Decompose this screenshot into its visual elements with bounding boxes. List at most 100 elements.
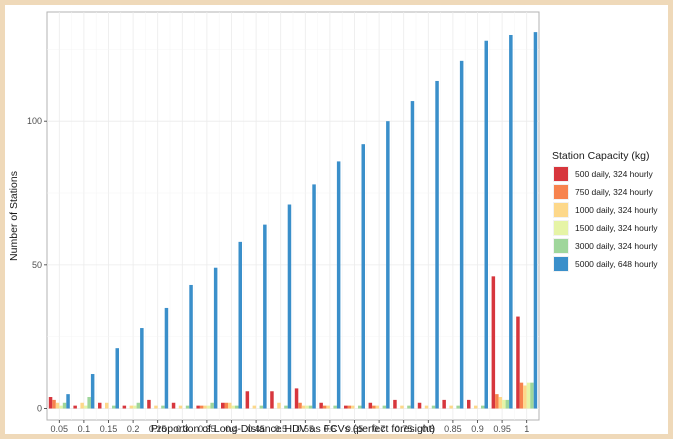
x-axis-ticks: 0.05 0.1 0.15 0.2 0.25 0.3 0.35 0.4 0.45 0.5 0.55 0… bbox=[51, 420, 529, 434]
bar bbox=[213, 267, 218, 409]
bar bbox=[284, 405, 288, 409]
bar bbox=[48, 397, 53, 409]
x-tick-label: 0.4 bbox=[225, 424, 238, 434]
chart-frame: 0 50 100 0.05 0.1 0.15 0.2 0.25 0.3 0.35 0.4 0.45 0… bbox=[5, 5, 668, 434]
bar bbox=[235, 405, 239, 409]
bar bbox=[393, 399, 397, 409]
x-tick-label: 0.9 bbox=[471, 424, 484, 434]
bar bbox=[259, 405, 264, 409]
bar bbox=[136, 402, 141, 409]
bar bbox=[294, 388, 299, 409]
bar bbox=[80, 402, 84, 409]
bar bbox=[147, 399, 151, 409]
bar bbox=[245, 391, 250, 409]
bar bbox=[301, 405, 306, 409]
bar bbox=[287, 204, 292, 409]
x-tick-label: 0.75 bbox=[395, 424, 413, 434]
bar bbox=[98, 402, 102, 409]
bar bbox=[358, 405, 362, 409]
bar bbox=[322, 405, 327, 409]
x-tick-label: 0.85 bbox=[444, 424, 462, 434]
legend: Station Capacity (kg) 500 daily, 324 hou… bbox=[552, 150, 658, 272]
bar bbox=[459, 60, 464, 409]
bar bbox=[178, 405, 183, 409]
bar bbox=[467, 399, 471, 409]
bar bbox=[59, 405, 63, 409]
legend-label: 1500 daily, 324 hourly bbox=[575, 223, 658, 233]
x-tick-label: 0.8 bbox=[422, 424, 435, 434]
bar bbox=[410, 101, 415, 409]
bars bbox=[48, 32, 538, 409]
bar bbox=[533, 32, 538, 409]
legend-label: 3000 daily, 324 hourly bbox=[575, 241, 658, 251]
bar bbox=[308, 405, 313, 409]
legend-swatch bbox=[554, 221, 568, 235]
y-tick-label: 0 bbox=[37, 404, 42, 414]
bar bbox=[449, 405, 453, 409]
x-tick-label: 0.1 bbox=[78, 424, 91, 434]
bar bbox=[90, 374, 95, 409]
legend-label: 1000 daily, 324 hourly bbox=[575, 205, 658, 215]
bar bbox=[456, 405, 460, 409]
bar bbox=[206, 405, 211, 409]
legend-label: 5000 daily, 648 hourly bbox=[575, 259, 658, 269]
bar bbox=[431, 405, 436, 409]
bar bbox=[298, 402, 302, 409]
bar bbox=[277, 402, 281, 409]
x-tick-label: 0.3 bbox=[176, 424, 189, 434]
bar bbox=[424, 405, 429, 409]
bar bbox=[523, 385, 527, 409]
bar bbox=[530, 382, 534, 409]
bar bbox=[87, 397, 91, 409]
bar bbox=[228, 402, 232, 409]
bar bbox=[115, 348, 119, 409]
legend-title: Station Capacity (kg) bbox=[552, 150, 649, 162]
bar bbox=[407, 405, 411, 409]
bar bbox=[491, 276, 496, 409]
bar bbox=[199, 405, 204, 409]
legend-label: 750 daily, 324 hourly bbox=[575, 187, 654, 197]
x-tick-label: 1 bbox=[524, 424, 529, 434]
bar bbox=[221, 402, 225, 409]
bar bbox=[333, 405, 337, 409]
x-axis-title: Proportion of Long-Distance HDV as FCVs … bbox=[151, 423, 435, 434]
bar bbox=[252, 405, 257, 409]
bar bbox=[122, 405, 127, 409]
bar bbox=[372, 405, 376, 409]
bar bbox=[305, 405, 309, 409]
x-tick-label: 0.35 bbox=[198, 424, 216, 434]
bar bbox=[347, 405, 351, 409]
bar bbox=[368, 402, 373, 409]
bar bbox=[526, 382, 531, 409]
bar bbox=[154, 405, 158, 409]
bar bbox=[312, 184, 316, 409]
bar bbox=[171, 402, 176, 409]
bar bbox=[375, 405, 380, 409]
bar bbox=[484, 40, 488, 409]
bar bbox=[417, 402, 422, 409]
bar bbox=[502, 399, 506, 409]
bar bbox=[210, 402, 214, 409]
bar bbox=[505, 399, 510, 409]
bar bbox=[435, 80, 439, 409]
bar bbox=[442, 399, 446, 409]
y-axis-title: Number of Stations bbox=[8, 171, 20, 261]
bar bbox=[52, 399, 56, 409]
legend-swatch bbox=[554, 167, 568, 181]
bar bbox=[498, 397, 503, 409]
legend-swatch bbox=[554, 239, 568, 253]
bar bbox=[112, 405, 116, 409]
bar bbox=[196, 405, 200, 409]
bar bbox=[73, 405, 77, 409]
bar bbox=[344, 405, 348, 409]
bar bbox=[386, 121, 390, 409]
bar bbox=[231, 405, 235, 409]
x-tick-label: 0.55 bbox=[297, 424, 315, 434]
x-tick-label: 0.5 bbox=[274, 424, 287, 434]
bar bbox=[224, 402, 228, 409]
bar bbox=[516, 316, 520, 409]
bar bbox=[382, 405, 387, 409]
bar bbox=[105, 402, 109, 409]
bar bbox=[400, 405, 404, 409]
